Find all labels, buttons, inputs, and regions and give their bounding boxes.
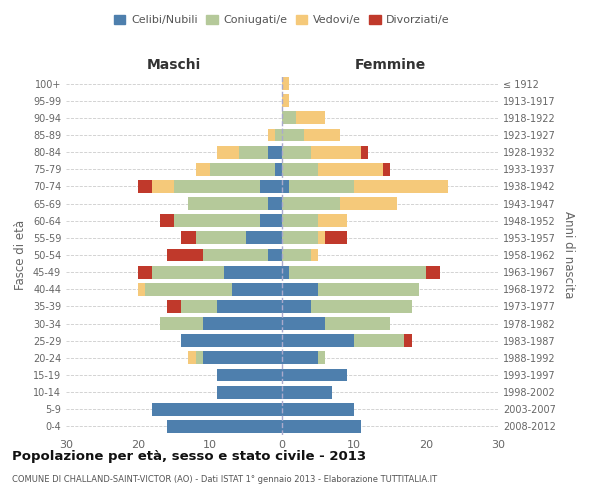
Bar (152, 403, 282, 415)
Text: Femmine: Femmine (355, 58, 425, 71)
Bar (224, 266, 282, 278)
Bar (160, 317, 203, 330)
Bar (282, 317, 325, 330)
Bar (304, 128, 340, 141)
Bar (260, 180, 282, 193)
Bar (188, 197, 268, 210)
Bar (181, 300, 217, 313)
Legend: Celibi/Nubili, Coniugati/e, Vedovi/e, Divorziati/e: Celibi/Nubili, Coniugati/e, Vedovi/e, Di… (110, 10, 454, 30)
Bar (318, 214, 347, 227)
Bar (268, 146, 282, 158)
Bar (383, 163, 390, 175)
Bar (232, 283, 282, 296)
Bar (282, 163, 318, 175)
Y-axis label: Fasce di età: Fasce di età (14, 220, 27, 290)
Bar (268, 248, 282, 262)
Bar (282, 420, 361, 433)
Bar (167, 300, 181, 313)
Bar (282, 128, 304, 141)
Bar (282, 112, 296, 124)
Bar (282, 77, 289, 90)
Bar (239, 146, 268, 158)
Bar (318, 283, 419, 296)
Bar (145, 283, 232, 296)
Bar (174, 214, 260, 227)
Bar (167, 248, 203, 262)
Bar (318, 232, 325, 244)
Bar (282, 386, 332, 398)
Bar (282, 94, 289, 107)
Bar (354, 180, 448, 193)
Bar (426, 266, 440, 278)
Text: Popolazione per età, sesso e stato civile - 2013: Popolazione per età, sesso e stato civil… (12, 450, 366, 463)
Bar (203, 352, 282, 364)
Bar (318, 352, 325, 364)
Bar (311, 146, 361, 158)
Bar (196, 352, 203, 364)
Bar (282, 334, 354, 347)
Bar (282, 197, 340, 210)
Bar (282, 180, 289, 193)
Bar (174, 180, 260, 193)
Bar (268, 128, 275, 141)
Bar (203, 317, 282, 330)
Bar (210, 163, 275, 175)
Bar (181, 334, 282, 347)
Bar (217, 300, 282, 313)
Bar (289, 180, 354, 193)
Bar (188, 352, 196, 364)
Bar (138, 266, 152, 278)
Bar (196, 232, 246, 244)
Bar (354, 334, 404, 347)
Bar (167, 420, 282, 433)
Bar (282, 403, 354, 415)
Bar (268, 197, 282, 210)
Bar (311, 300, 412, 313)
Bar (282, 266, 289, 278)
Y-axis label: Anni di nascita: Anni di nascita (562, 212, 575, 298)
Bar (404, 334, 412, 347)
Bar (296, 112, 325, 124)
Bar (275, 163, 282, 175)
Bar (340, 197, 397, 210)
Bar (361, 146, 368, 158)
Bar (260, 214, 282, 227)
Bar (282, 214, 318, 227)
Bar (138, 283, 145, 296)
Bar (160, 214, 174, 227)
Bar (196, 163, 210, 175)
Bar (181, 232, 196, 244)
Bar (289, 266, 426, 278)
Bar (282, 368, 347, 382)
Text: COMUNE DI CHALLAND-SAINT-VICTOR (AO) - Dati ISTAT 1° gennaio 2013 - Elaborazione: COMUNE DI CHALLAND-SAINT-VICTOR (AO) - D… (12, 475, 437, 484)
Text: Maschi: Maschi (147, 58, 201, 71)
Bar (217, 368, 282, 382)
Bar (203, 248, 268, 262)
Bar (138, 180, 152, 193)
Bar (282, 283, 318, 296)
Bar (246, 232, 282, 244)
Bar (282, 300, 311, 313)
Bar (152, 266, 224, 278)
Bar (282, 146, 311, 158)
Bar (311, 248, 318, 262)
Bar (282, 232, 318, 244)
Bar (318, 163, 383, 175)
Bar (282, 352, 318, 364)
Bar (217, 386, 282, 398)
Bar (217, 146, 239, 158)
Bar (275, 128, 282, 141)
Bar (325, 317, 390, 330)
Bar (325, 232, 347, 244)
Bar (152, 180, 174, 193)
Bar (282, 248, 311, 262)
